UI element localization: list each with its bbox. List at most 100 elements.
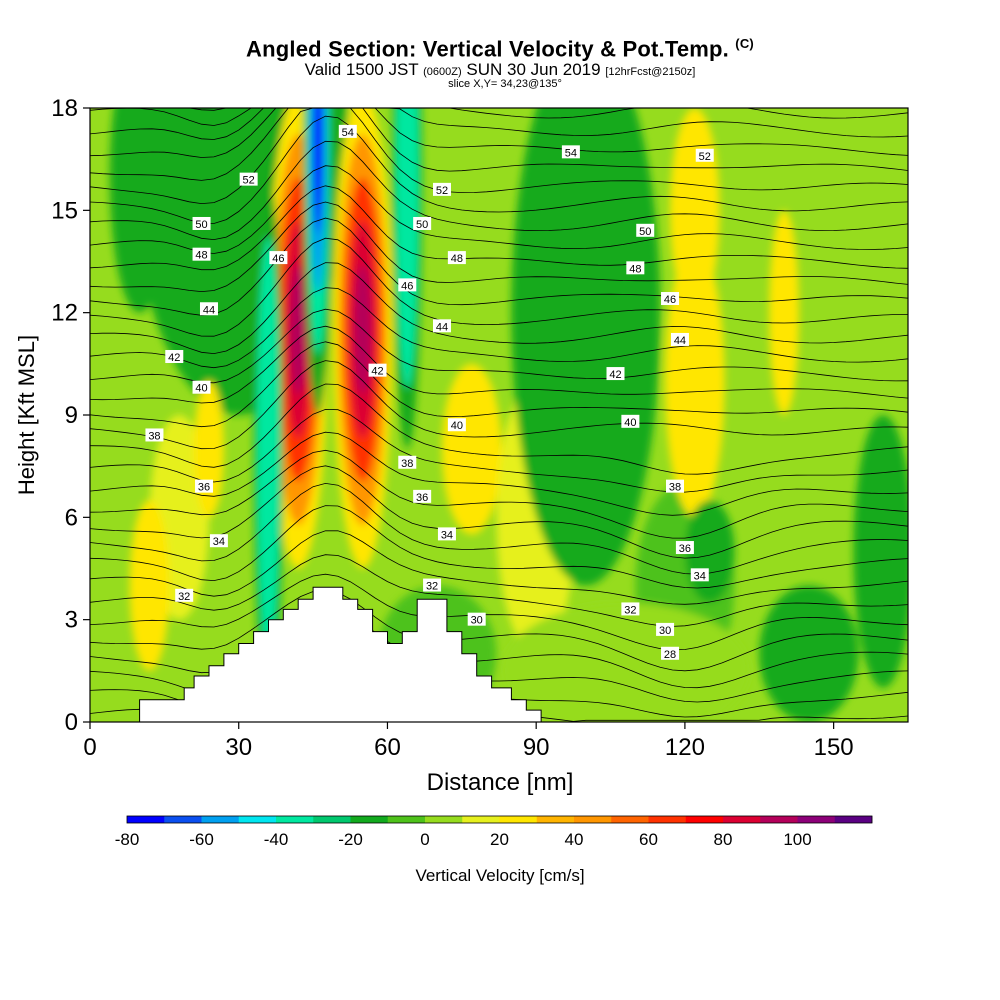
contour-label-text: 46: [664, 294, 676, 306]
colorbar-swatch: [648, 816, 687, 823]
contour-label-text: 50: [195, 219, 207, 231]
contour-label-text: 52: [243, 175, 255, 187]
contour-label: 48: [626, 261, 645, 275]
contour-label: 40: [192, 380, 211, 395]
contour-label-bg: [626, 261, 645, 275]
downdraft-core: [263, 358, 274, 541]
contour-label-text: 34: [213, 536, 225, 548]
contour-label-bg: [661, 292, 680, 306]
x-axis-label: Distance [nm]: [427, 769, 574, 796]
isentrope-line: [90, 308, 908, 384]
colorbar-tick-label: 100: [783, 830, 811, 849]
contour-label-text: 32: [624, 604, 636, 616]
contour-label: 34: [437, 527, 456, 541]
contour-label-text: 28: [664, 649, 676, 661]
contour-label: 28: [661, 646, 680, 661]
contour-label-text: 50: [416, 219, 428, 231]
velocity-region: [769, 210, 799, 415]
colorbar-swatch: [536, 816, 575, 823]
velocity-region: [194, 380, 224, 518]
contour-label: 38: [665, 479, 684, 494]
isentrope-line: [90, 589, 908, 672]
contour-label-bg: [413, 489, 432, 503]
contour-label-text: 44: [674, 335, 686, 347]
y-tick-label: 6: [65, 504, 78, 531]
valid-date: SUN 30 Jun 2019: [466, 60, 601, 79]
contour-label: 42: [606, 367, 625, 381]
colorbar-swatch: [685, 816, 724, 823]
downdraft-core: [402, 108, 413, 268]
isentrope-line: [90, 165, 908, 254]
contour-label: 34: [690, 568, 709, 582]
contour-label-bg: [175, 588, 194, 602]
colorbar-swatch: [834, 816, 873, 823]
isentrope-line: [90, 325, 908, 404]
isentrope-line: [90, 108, 908, 158]
contour-label: 30: [467, 612, 486, 627]
isentrope-line: [90, 108, 908, 126]
contour-label-bg: [398, 455, 417, 469]
contour-label: 50: [413, 216, 432, 231]
contour-label-bg: [656, 622, 675, 636]
updraft-core: [290, 264, 307, 395]
colorbar-swatch: [201, 816, 240, 823]
isentrope-line: [90, 573, 908, 651]
contour-label-bg: [413, 216, 432, 230]
contour-label: 38: [145, 428, 164, 442]
contour-label-bg: [670, 332, 689, 346]
contour-label-bg: [695, 148, 714, 162]
contour-label-text: 42: [371, 366, 383, 378]
contour-label-bg: [561, 145, 580, 159]
isentrope-line: [90, 383, 908, 475]
chart-title: Angled Section: Vertical Velocity & Pot.…: [0, 36, 1000, 62]
y-tick-label: 9: [65, 402, 78, 429]
colorbar-swatch: [350, 816, 389, 823]
colorbar-swatch: [127, 816, 165, 823]
y-tick-label: 18: [51, 95, 78, 122]
colorbar-frame: [126, 815, 873, 824]
colorbar-tick-label: 40: [565, 830, 584, 849]
contour-label: 40: [447, 418, 466, 432]
contour-label-text: 46: [401, 280, 413, 292]
contour-label-text: 42: [609, 369, 621, 381]
contour-label-text: 48: [629, 263, 641, 275]
contour-label: 52: [695, 148, 714, 163]
contour-label-bg: [606, 367, 625, 381]
contour-label-bg: [398, 278, 417, 292]
isentrope-line: [90, 554, 908, 627]
contour-label-bg: [675, 541, 694, 555]
y-tick-label: 0: [65, 709, 78, 736]
contour-label-bg: [432, 182, 451, 196]
contour-label: 36: [413, 489, 432, 504]
contour-label: 48: [192, 247, 211, 262]
y-axis-label: Height [Kft MSL]: [14, 335, 39, 495]
isentrope-line: [90, 217, 908, 316]
chart-subtitle: Valid 1500 JST (0600Z) SUN 30 Jun 2019 […: [0, 60, 1000, 80]
colorbar-tick-label: -60: [189, 830, 214, 849]
contour-label-bg: [447, 418, 466, 432]
colorbar-swatch: [164, 816, 202, 823]
contour-label: 42: [368, 363, 387, 378]
forecast-info: [12hrFcst@2150z]: [605, 66, 696, 78]
velocity-region: [129, 500, 170, 671]
colorbar-swatch: [574, 816, 612, 823]
terrain-profile: [90, 586, 542, 722]
colorbar-swatch: [611, 816, 649, 823]
contour-label-text: 48: [451, 253, 463, 265]
contour-label-text: 42: [168, 352, 180, 364]
isentrope-line: [90, 108, 908, 181]
contour-label-text: 54: [565, 147, 577, 159]
isentrope-line: [90, 449, 908, 539]
contour-label: 42: [165, 350, 184, 364]
updraft-core: [354, 264, 371, 395]
contour-label-bg: [665, 479, 684, 493]
contour-label-bg: [192, 380, 211, 394]
contour-label: 54: [561, 145, 580, 159]
contour-label-bg: [192, 216, 211, 230]
contour-label: 44: [199, 302, 218, 316]
colorbar-label: Vertical Velocity [cm/s]: [415, 866, 584, 885]
contour-label-text: 52: [699, 151, 711, 163]
contour-label-text: 38: [148, 430, 160, 442]
colorbar-tick-label: 60: [639, 830, 658, 849]
contour-label-bg: [239, 172, 258, 186]
